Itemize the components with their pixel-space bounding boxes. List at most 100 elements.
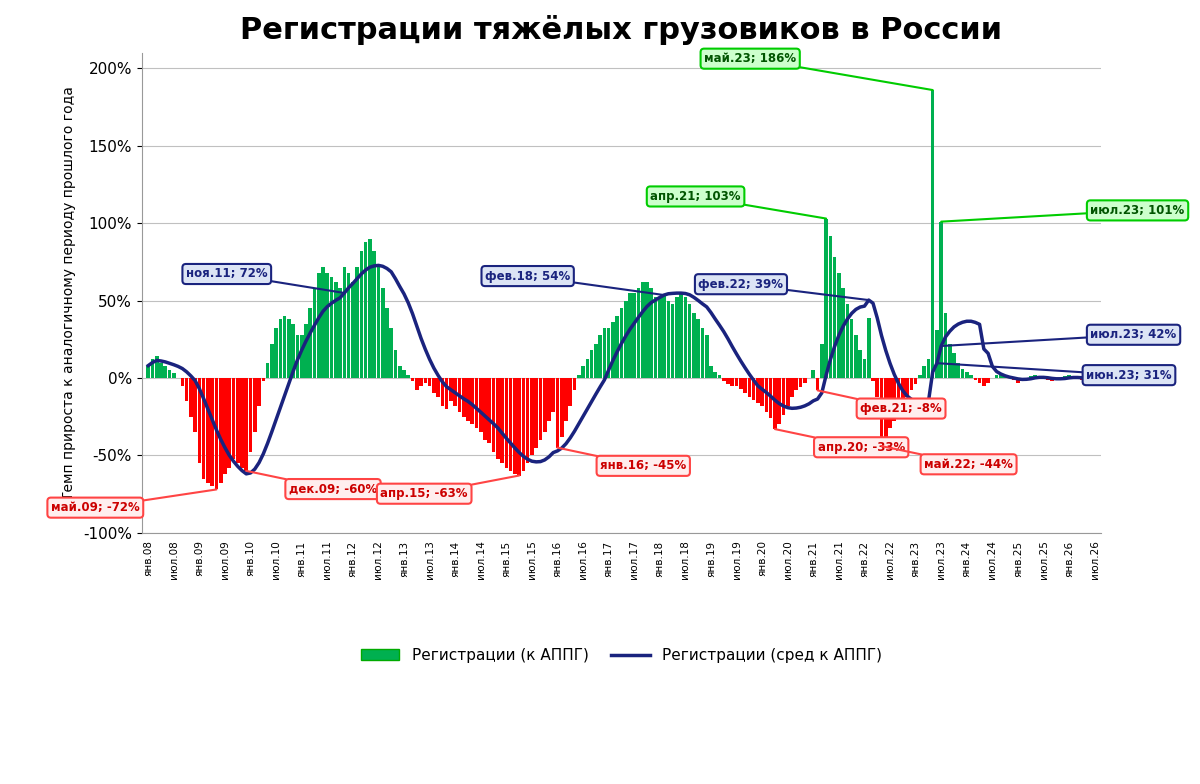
Bar <box>914 378 918 384</box>
Bar <box>940 222 943 378</box>
Bar <box>564 378 568 421</box>
Bar <box>355 267 359 378</box>
Bar <box>577 375 581 378</box>
Bar <box>811 370 815 378</box>
Bar <box>185 378 188 401</box>
Bar <box>534 378 538 448</box>
Bar <box>308 308 312 378</box>
Bar <box>364 241 367 378</box>
Bar <box>500 378 504 463</box>
Bar <box>803 378 806 383</box>
Bar <box>380 289 384 378</box>
Bar <box>935 330 938 378</box>
Bar <box>611 322 614 378</box>
Bar <box>799 378 803 387</box>
Text: май.09; -72%: май.09; -72% <box>50 489 216 514</box>
Bar <box>1072 376 1075 378</box>
Bar <box>599 335 602 378</box>
Bar <box>479 378 482 432</box>
Bar <box>752 378 756 400</box>
Bar <box>646 282 649 378</box>
Bar <box>398 365 402 378</box>
Bar <box>1085 378 1088 379</box>
Bar <box>1012 378 1015 379</box>
Bar <box>552 378 556 412</box>
Bar <box>594 344 598 378</box>
Text: фев.21; -8%: фев.21; -8% <box>817 390 942 415</box>
Bar <box>210 378 214 486</box>
Bar <box>965 372 968 378</box>
Bar <box>794 378 798 390</box>
Bar <box>756 378 760 403</box>
Bar <box>701 328 704 378</box>
Bar <box>172 373 175 378</box>
Text: апр.21; 103%: апр.21; 103% <box>650 190 826 219</box>
Bar <box>470 378 474 424</box>
Bar <box>641 282 644 378</box>
Bar <box>322 267 325 378</box>
Bar <box>841 289 845 378</box>
Legend: Регистрации (к АППГ), Регистрации (сред к АППГ): Регистрации (к АППГ), Регистрации (сред … <box>355 642 888 670</box>
Bar <box>995 375 998 378</box>
Bar <box>676 297 679 378</box>
Bar <box>449 378 452 401</box>
Bar <box>824 219 828 378</box>
Bar <box>790 378 793 397</box>
Y-axis label: Темп прироста к аналогичному периоду прошлого года: Темп прироста к аналогичному периоду про… <box>62 86 76 499</box>
Bar <box>743 378 746 394</box>
Bar <box>607 328 611 378</box>
Bar <box>901 378 905 406</box>
Bar <box>846 303 850 378</box>
Bar <box>1088 378 1092 381</box>
Bar <box>248 378 252 452</box>
Bar <box>218 378 222 483</box>
Bar <box>168 370 172 378</box>
Bar <box>206 378 210 483</box>
Bar <box>714 372 718 378</box>
Bar <box>970 375 973 378</box>
Bar <box>918 375 922 378</box>
Bar <box>773 378 776 429</box>
Text: апр.15; -63%: апр.15; -63% <box>380 476 520 500</box>
Bar <box>228 378 232 468</box>
Bar <box>739 378 743 389</box>
Bar <box>377 267 380 378</box>
Bar <box>863 359 866 378</box>
Text: май.23; 186%: май.23; 186% <box>704 53 932 90</box>
Bar <box>424 378 427 383</box>
Bar <box>696 319 700 378</box>
Bar <box>522 378 526 471</box>
Bar <box>1046 378 1050 379</box>
Bar <box>270 344 274 378</box>
Bar <box>781 378 785 416</box>
Bar <box>982 378 985 386</box>
Bar <box>572 378 576 390</box>
Bar <box>330 278 334 378</box>
Bar <box>952 354 956 378</box>
Bar <box>317 273 320 378</box>
Bar <box>910 378 913 390</box>
Bar <box>833 257 836 378</box>
Bar <box>300 335 304 378</box>
Bar <box>1033 375 1037 378</box>
Bar <box>1020 378 1024 381</box>
Bar <box>850 319 853 378</box>
Bar <box>893 378 896 421</box>
Text: июл.23; 101%: июл.23; 101% <box>941 204 1184 222</box>
Bar <box>649 289 653 378</box>
Bar <box>1093 378 1097 381</box>
Bar <box>492 378 496 452</box>
Bar <box>838 273 841 378</box>
Bar <box>347 273 350 378</box>
Bar <box>896 378 900 412</box>
Bar <box>372 251 376 378</box>
Bar <box>539 378 542 440</box>
Bar <box>654 297 658 378</box>
Bar <box>943 313 947 378</box>
Bar <box>786 378 790 406</box>
Bar <box>275 328 278 378</box>
Bar <box>514 378 517 474</box>
Bar <box>257 378 260 406</box>
Bar <box>394 350 397 378</box>
Bar <box>292 324 295 378</box>
